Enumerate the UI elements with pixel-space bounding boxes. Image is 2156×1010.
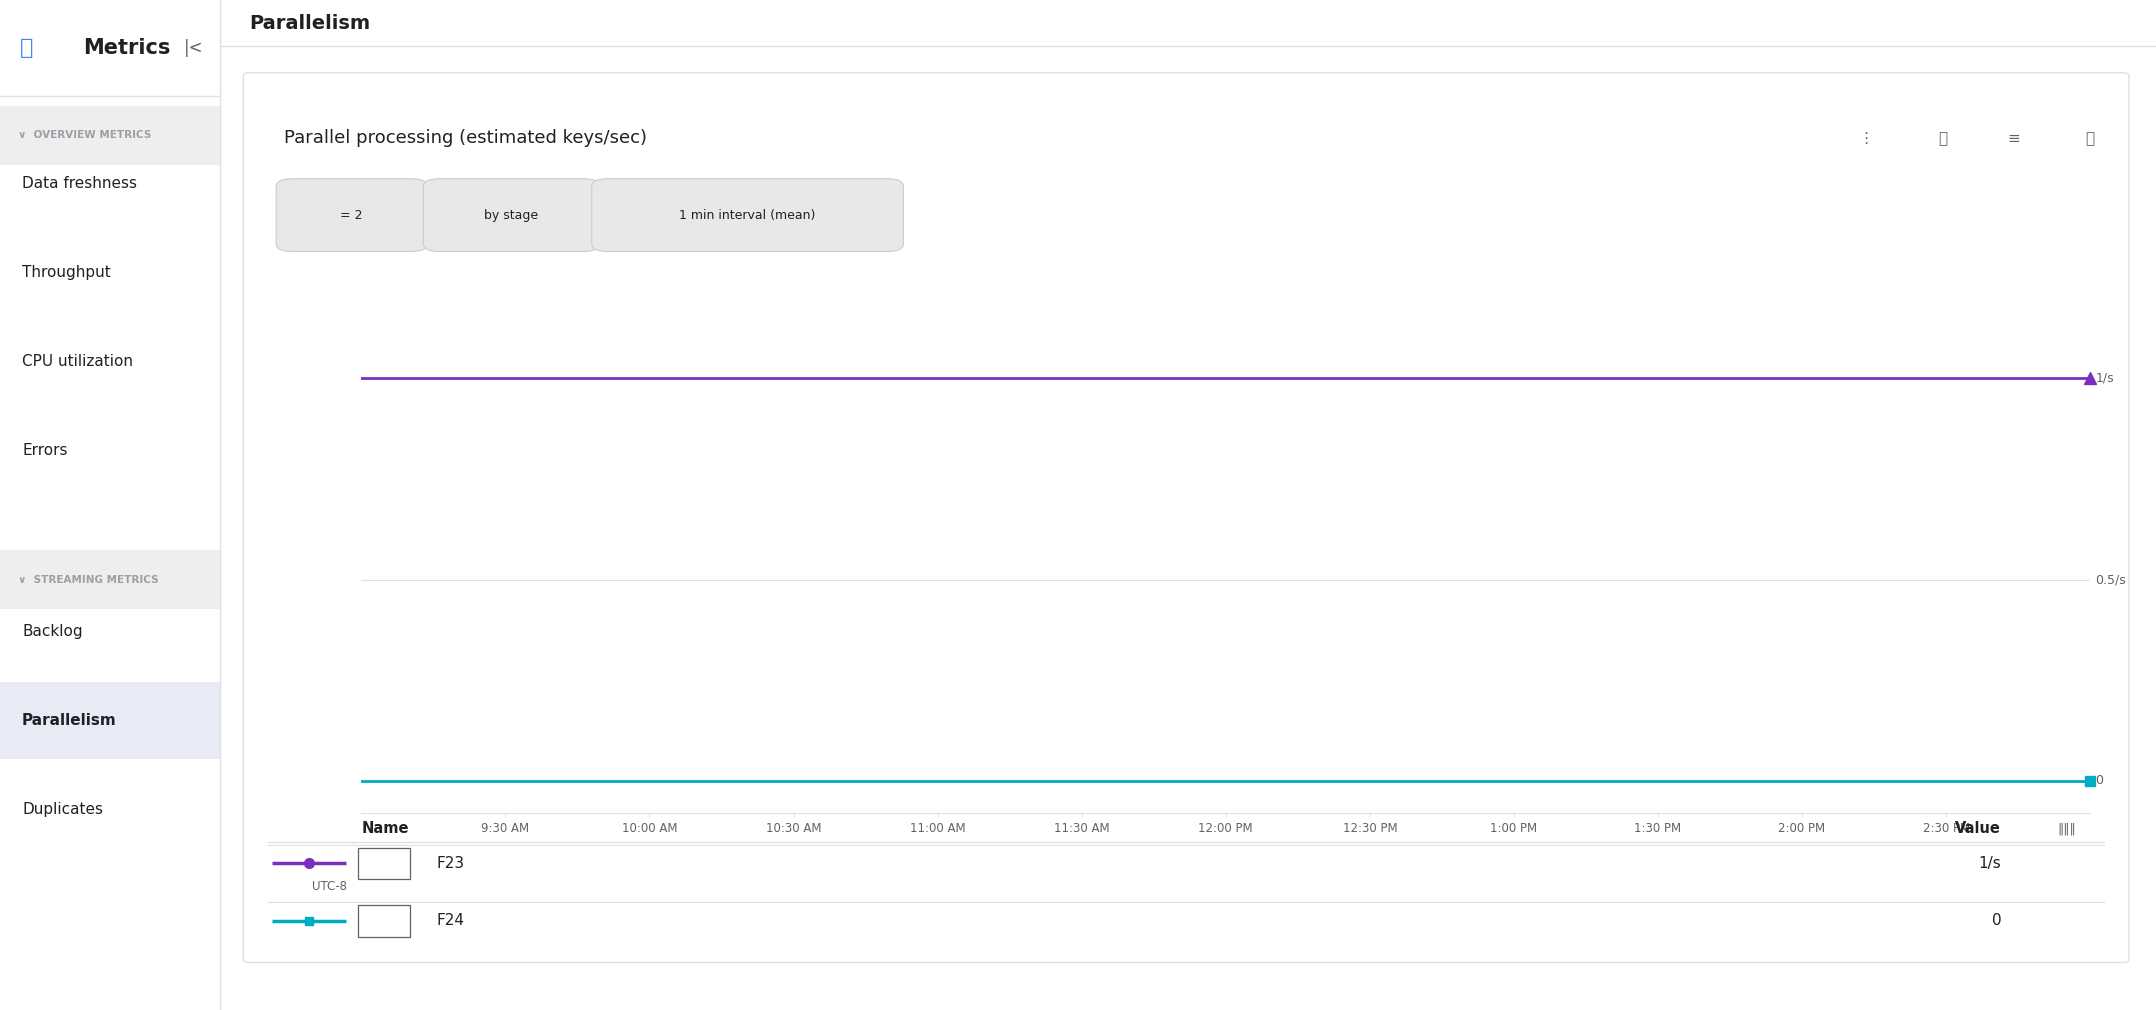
- Text: Throughput: Throughput: [22, 266, 110, 280]
- Text: F23: F23: [436, 855, 464, 871]
- Text: by stage: by stage: [485, 209, 539, 221]
- FancyBboxPatch shape: [276, 179, 427, 251]
- Text: 🔍: 🔍: [2085, 131, 2093, 145]
- Text: Errors: Errors: [22, 443, 67, 458]
- Text: Parallelism: Parallelism: [22, 713, 116, 727]
- Bar: [358, 905, 410, 936]
- Text: 0: 0: [1992, 913, 2001, 928]
- Text: Data freshness: Data freshness: [22, 177, 138, 191]
- Text: ⫽: ⫽: [19, 38, 32, 59]
- Bar: [358, 847, 410, 879]
- Text: Duplicates: Duplicates: [22, 802, 103, 816]
- Text: ‖‖‖: ‖‖‖: [2057, 822, 2076, 835]
- FancyBboxPatch shape: [244, 73, 2128, 963]
- Text: ≡: ≡: [2007, 131, 2020, 145]
- Text: = 2: = 2: [341, 209, 362, 221]
- Text: ⋮: ⋮: [1858, 131, 1874, 145]
- Text: 1/s: 1/s: [2096, 372, 2115, 385]
- Text: Name: Name: [362, 821, 410, 836]
- Text: F24: F24: [436, 913, 464, 928]
- Text: 0: 0: [2096, 775, 2104, 788]
- Text: UTC-8: UTC-8: [313, 880, 347, 893]
- FancyBboxPatch shape: [591, 179, 903, 251]
- Bar: [0, 550, 220, 609]
- Bar: [0, 0, 220, 96]
- Text: Parallelism: Parallelism: [250, 14, 371, 32]
- Text: ⬜: ⬜: [1938, 131, 1947, 145]
- Text: Value: Value: [1955, 821, 2001, 836]
- Text: ∨  STREAMING METRICS: ∨ STREAMING METRICS: [17, 575, 157, 585]
- Text: CPU utilization: CPU utilization: [22, 355, 134, 369]
- Bar: [0, 682, 220, 759]
- Text: 0.5/s: 0.5/s: [2096, 573, 2126, 586]
- Text: 1 min interval (mean): 1 min interval (mean): [679, 209, 815, 221]
- Text: 1/s: 1/s: [1979, 855, 2001, 871]
- Text: Parallel processing (estimated keys/sec): Parallel processing (estimated keys/sec): [285, 129, 647, 147]
- Text: Metrics: Metrics: [84, 38, 170, 59]
- Text: Backlog: Backlog: [22, 624, 82, 638]
- Text: ∨  OVERVIEW METRICS: ∨ OVERVIEW METRICS: [17, 130, 151, 140]
- Text: |<: |<: [183, 39, 203, 58]
- FancyBboxPatch shape: [423, 179, 599, 251]
- Bar: [0, 106, 220, 165]
